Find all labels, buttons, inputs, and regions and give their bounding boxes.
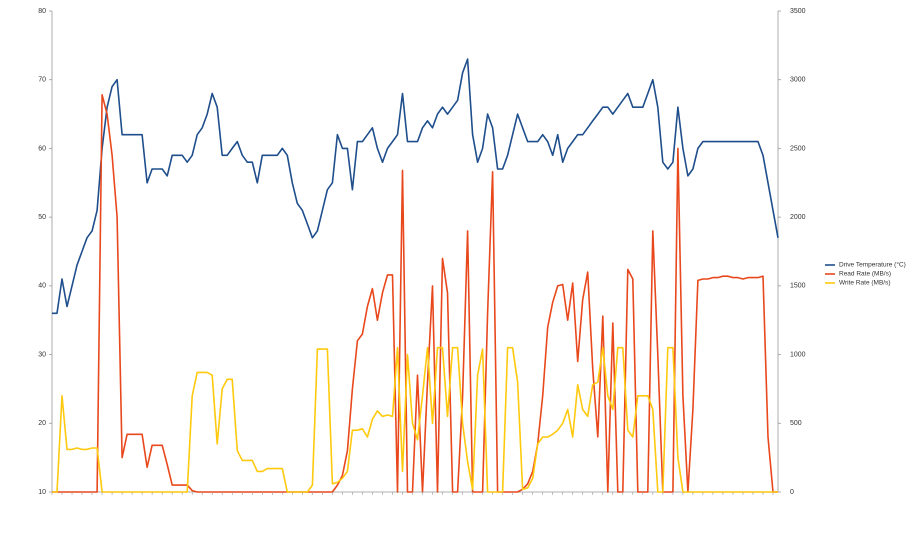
plot [52,58,779,493]
legend-label: Read Rate (MB/s) [839,271,891,278]
y2-tick-label: 1500 [790,283,806,290]
y-tick-label: 40 [38,283,46,290]
y2-tick-label: 3000 [790,77,806,84]
y2-tick-label: 0 [790,489,794,496]
series-line [52,58,779,315]
y-tick-label: 10 [38,489,46,496]
legend: Drive Temperature (°C) Read Rate (MB/s) Wr… [825,261,906,287]
series-line [52,346,778,493]
legend-label: Write Rate (MB/s) [839,280,891,287]
y2-tick-label: 3500 [790,8,806,15]
y-tick-label: 50 [38,214,46,221]
y2-tick-label: 2000 [790,214,806,221]
y2-tick-label: 2500 [790,145,806,152]
legend-label: Drive Temperature (°C) [839,261,906,269]
y-tick-label: 30 [38,351,46,358]
y2-tick-label: 1000 [790,351,806,358]
y-tick-label: 80 [38,8,46,15]
y-tick-label: 20 [38,420,46,427]
y2-tick-label: 500 [790,420,802,427]
y-tick-label: 60 [38,145,46,152]
y-tick-label: 70 [38,77,46,84]
